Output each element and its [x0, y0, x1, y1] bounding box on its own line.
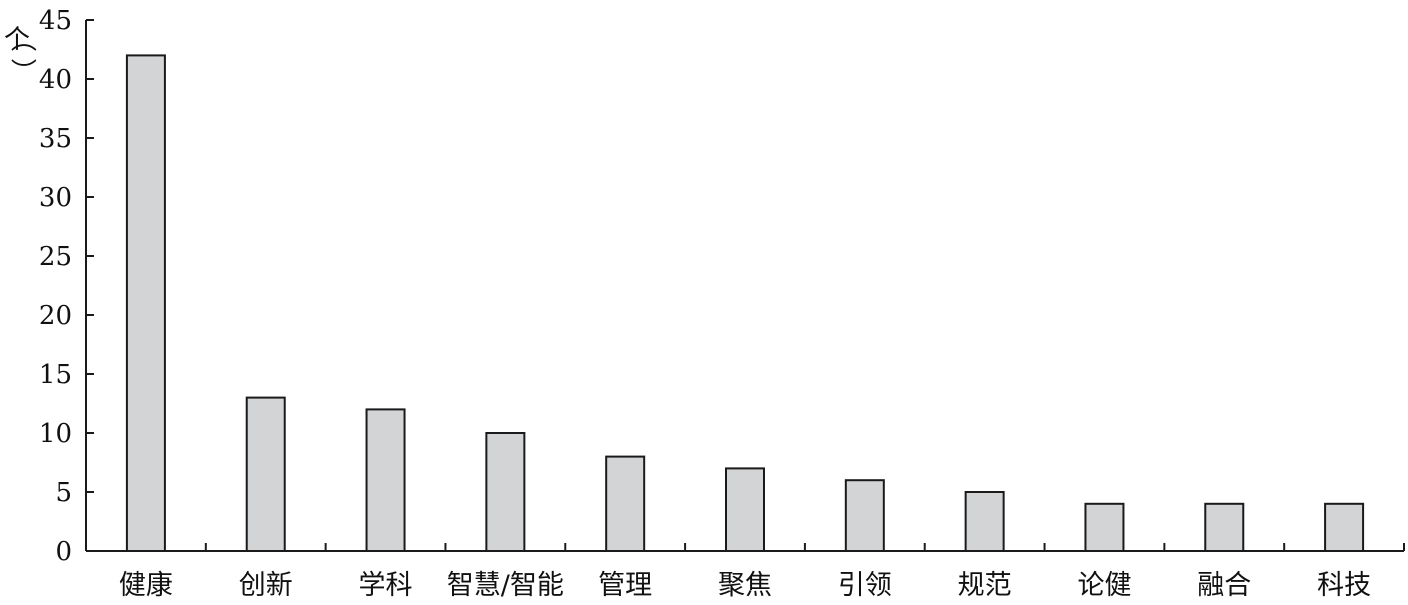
y-tick-label: 20 [39, 301, 72, 331]
x-category-label: 论健 [1077, 570, 1131, 601]
x-category-label: 融合 [1197, 570, 1251, 601]
y-tick-label: 35 [39, 124, 72, 154]
bar [1084, 502, 1125, 552]
bar [365, 408, 406, 552]
bar [125, 54, 166, 553]
y-tick-label: 5 [55, 478, 72, 508]
x-category-label: 智慧/智能 [447, 570, 564, 601]
x-category-label: 学科 [359, 570, 413, 601]
bar [964, 491, 1005, 552]
x-axis-ticks: 健康 创新 学科 智慧/智能 管理 聚焦 引领 规范 论健 融合 科技 [119, 543, 1405, 601]
x-category-label: 规范 [958, 570, 1012, 601]
x-category-label: 创新 [239, 570, 293, 601]
bar [245, 396, 286, 552]
y-tick-label: 45 [39, 6, 72, 36]
y-axis-ticks: 0 5 10 15 20 25 30 35 40 45 [39, 6, 94, 567]
bars [125, 54, 1365, 553]
bar [1204, 502, 1245, 552]
y-axis-unit-paren-open: （ [7, 26, 37, 52]
bar [485, 432, 526, 552]
x-category-label: 管理 [598, 570, 652, 601]
bar [725, 467, 765, 552]
y-tick-label: 40 [39, 65, 72, 95]
y-tick-label: 10 [39, 419, 72, 449]
y-tick-label: 0 [55, 537, 72, 567]
y-tick-label: 30 [39, 183, 72, 213]
x-category-label: 健康 [119, 570, 173, 601]
y-axis-unit-paren-close: ） [7, 58, 37, 84]
y-axis-unit-char: 个 [4, 25, 30, 55]
x-category-label: 科技 [1317, 570, 1371, 601]
bar [605, 455, 646, 553]
bar [844, 479, 885, 553]
bar [1324, 502, 1365, 552]
y-axis-unit: （ 个 ） [4, 25, 37, 84]
x-category-label: 聚焦 [718, 570, 772, 601]
x-category-label: 引领 [838, 570, 892, 601]
y-tick-label: 25 [39, 242, 72, 272]
y-tick-label: 15 [39, 360, 72, 390]
